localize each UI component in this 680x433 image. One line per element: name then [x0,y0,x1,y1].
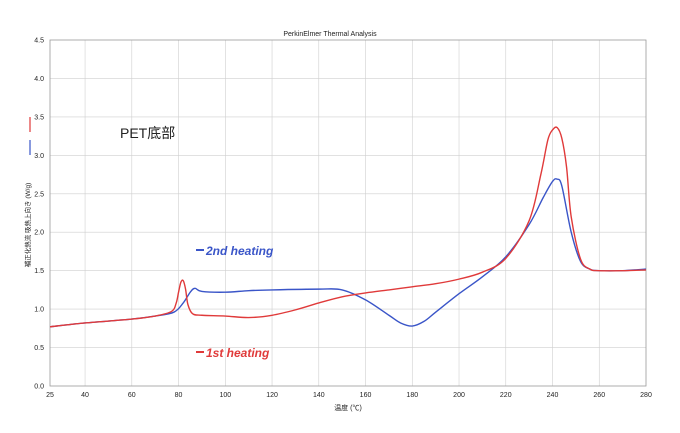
x-tick-label: 180 [406,392,418,399]
grid-layer [50,40,646,386]
x-tick-label: 280 [640,392,652,399]
y-axis-label-group: 補正化熱流 吸熱上向き (W/g) [23,117,32,267]
y-tick-label: 4.5 [34,38,44,45]
legend-2nd-heating-label: 2nd heating [205,244,274,258]
sample-annotation: PET底部 [120,125,175,141]
legend-1st-heating: 1st heating [196,346,270,360]
x-tick-label: 140 [313,392,325,399]
y-tick-label: 0.5 [34,345,44,352]
x-tick-label: 160 [360,392,372,399]
x-tick-label: 220 [500,392,512,399]
tick-layer: 25 40 60 80 100 120 140 160 180 200 220 240 260 280 0.… [34,38,652,400]
chart-title: PerkinElmer Thermal Analysis [283,31,377,38]
x-tick-label: 40 [81,392,89,399]
x-tick-label: 60 [128,392,136,399]
x-tick-label: 120 [266,392,278,399]
y-tick-label: 3.5 [34,114,44,121]
x-tick-label: 100 [219,392,231,399]
x-tick-label: 260 [593,392,605,399]
series-layer [49,126,647,328]
y-tick-label: 3.0 [34,153,44,160]
legend-2nd-heating: 2nd heating [196,244,274,258]
y-tick-label: 1.0 [34,307,44,314]
x-tick-label: 80 [175,392,183,399]
series-line-1st-heating [49,126,647,328]
plot-frame [49,39,647,387]
y-tick-label: 4.0 [34,76,44,83]
y-tick-label: 2.0 [34,230,44,237]
x-tick-label: 25 [46,392,54,399]
y-tick-label: 1.5 [34,268,44,275]
x-tick-label: 240 [547,392,559,399]
y-tick-label: 2.5 [34,191,44,198]
y-axis-label: 補正化熱流 吸熱上向き (W/g) [23,183,32,268]
x-axis-label: 温度 (℃) [334,403,362,412]
legend-1st-heating-label: 1st heating [206,346,270,360]
x-tick-label: 200 [453,392,465,399]
y-tick-label: 0.0 [34,384,44,391]
